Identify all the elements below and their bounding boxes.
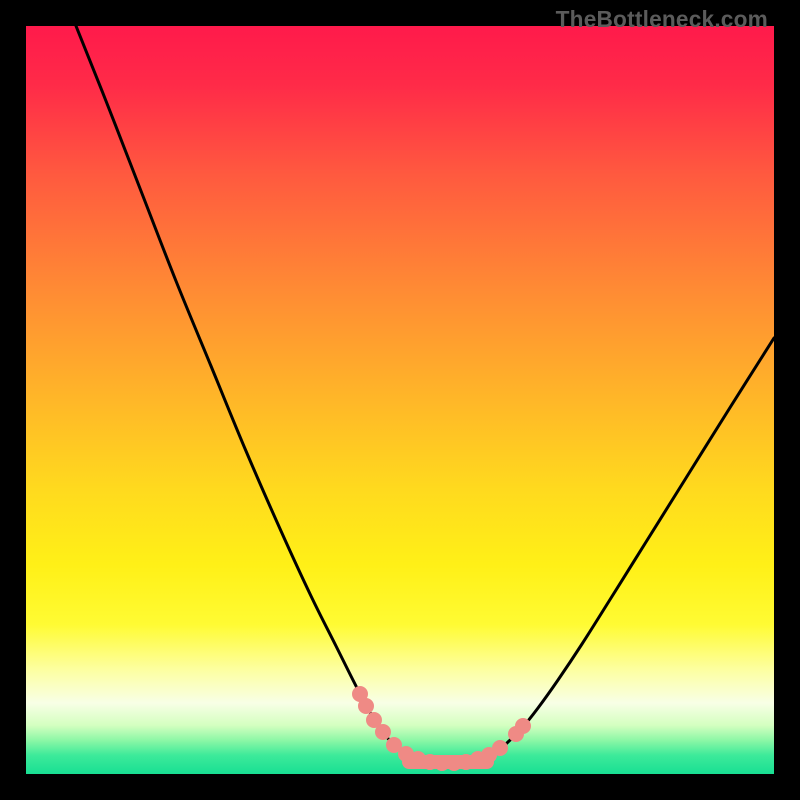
valley-marker bbox=[493, 741, 508, 756]
bottleneck-curve-layer bbox=[26, 26, 774, 774]
plot-area bbox=[26, 26, 774, 774]
watermark-text: TheBottleneck.com bbox=[556, 6, 768, 33]
bottleneck-curve bbox=[76, 26, 774, 764]
valley-marker bbox=[359, 699, 374, 714]
valley-marker bbox=[376, 725, 391, 740]
valley-marker bbox=[516, 719, 531, 734]
valley-markers-group bbox=[353, 687, 531, 771]
